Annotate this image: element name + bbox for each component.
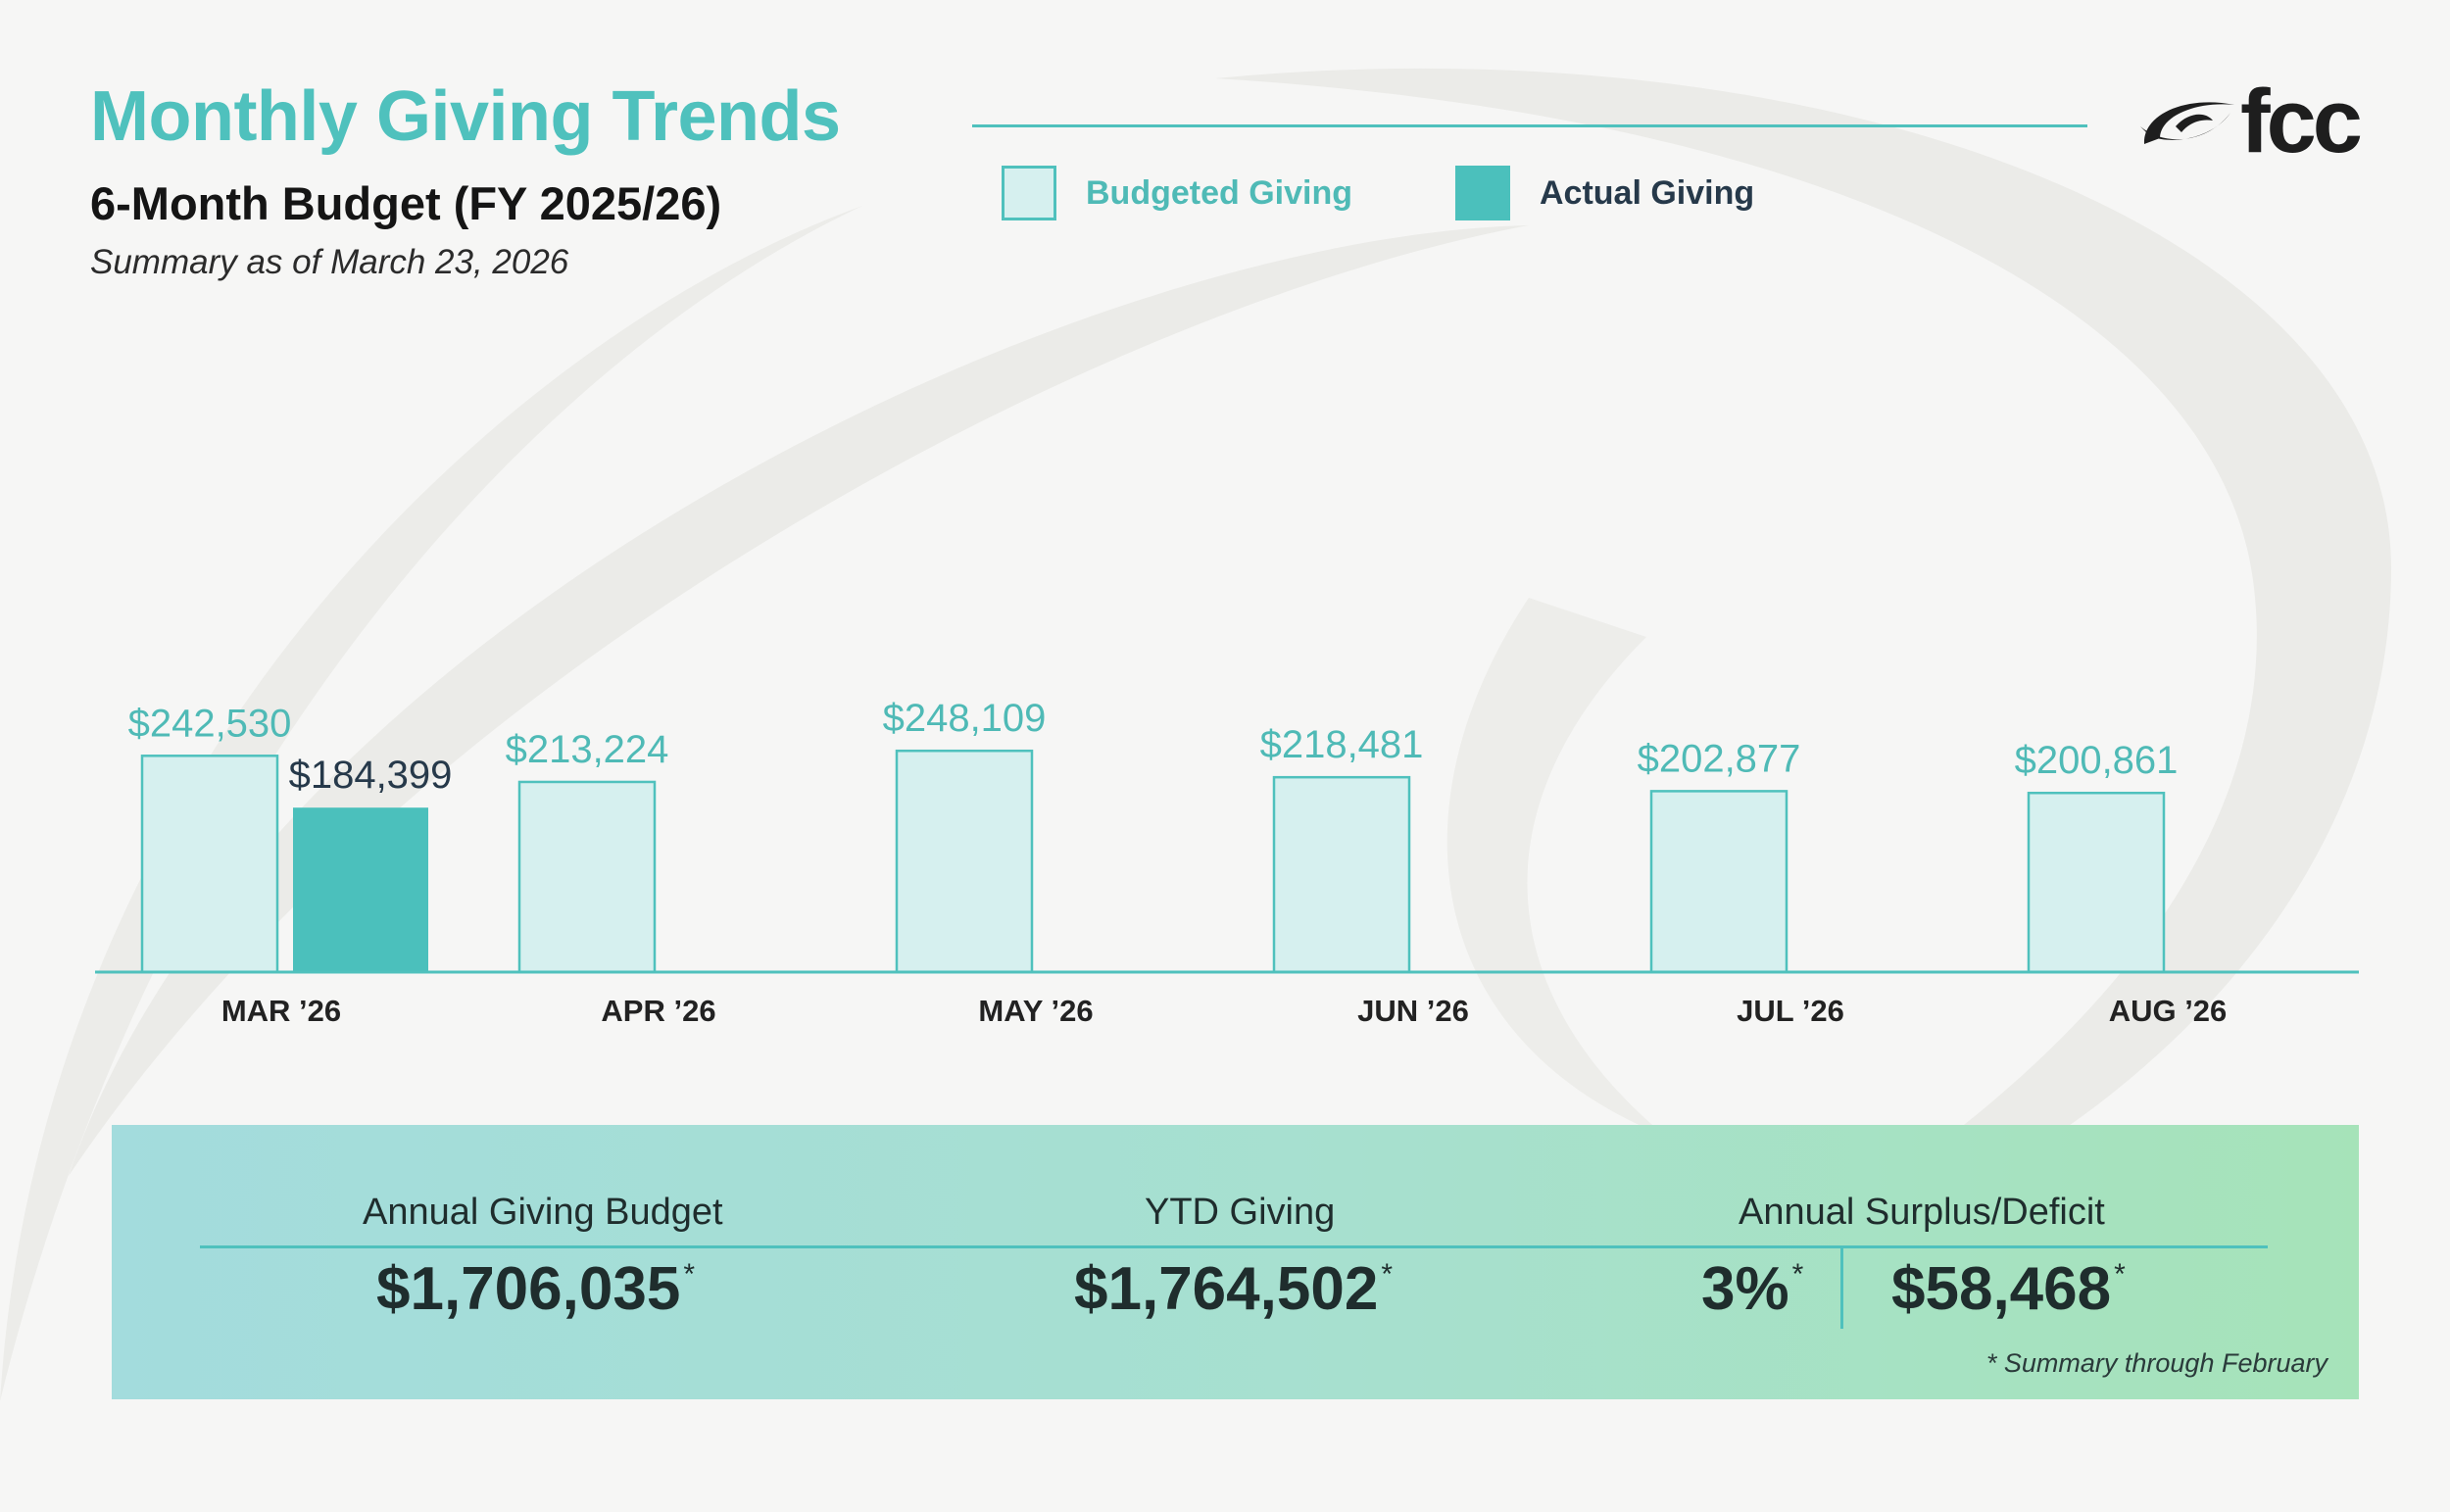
summary-vertical-divider	[1840, 1248, 1843, 1329]
legend-budgeted-giving: Budgeted Giving	[1002, 165, 1352, 221]
ytd-giving-label: YTD Giving	[1145, 1192, 1336, 1233]
budget-bar-label: $213,224	[506, 728, 669, 771]
surplus-percent-value: 3% *	[1701, 1254, 1803, 1324]
actual-bar-label: $184,399	[289, 754, 453, 797]
surplus-percent: 3%	[1701, 1255, 1789, 1323]
asterisk-marker: *	[683, 1258, 695, 1291]
budget-bar-label: $248,109	[883, 697, 1047, 740]
budget-bar	[517, 780, 657, 974]
ytd-giving-amount: $1,764,502	[1074, 1255, 1379, 1323]
ytd-giving-value: $1,764,502 *	[1074, 1254, 1393, 1324]
header-divider	[972, 124, 2087, 127]
giving-bar-chart: $242,530 $184,399 MAR ’26 $213,224 APR ’26 $2…	[95, 697, 2359, 1028]
asterisk-marker: *	[1791, 1258, 1804, 1291]
budget-bar-label: $202,877	[1638, 737, 1801, 780]
budget-bar	[895, 749, 1034, 974]
summary-panel: Annual Giving Budget YTD Giving Annual S…	[112, 1125, 2359, 1399]
annual-budget-label: Annual Giving Budget	[363, 1192, 723, 1233]
fcc-logo: fcc	[2136, 72, 2363, 171]
summary-date: Summary as of March 23, 2026	[90, 243, 569, 281]
budget-bar-label: $242,530	[128, 702, 292, 745]
annual-budget-amount: $1,706,035	[376, 1255, 681, 1323]
budget-bar-label: $200,861	[2015, 739, 2179, 782]
surplus-amount-value: $58,468 *	[1891, 1254, 2126, 1324]
legend-actual-swatch	[1455, 166, 1510, 220]
surplus-label: Annual Surplus/Deficit	[1739, 1192, 2105, 1233]
x-axis-tick-label: AUG ’26	[2109, 994, 2228, 1028]
summary-divider	[200, 1245, 2268, 1248]
budget-bar	[1272, 775, 1411, 974]
surplus-amount: $58,468	[1891, 1255, 2112, 1323]
page-subtitle: 6-Month Budget (FY 2025/26)	[90, 177, 722, 229]
budget-bar	[2027, 791, 2166, 974]
summary-footnote: * Summary through February	[1985, 1348, 2328, 1378]
annual-budget-value: $1,706,035 *	[376, 1254, 695, 1324]
budget-bar-label: $218,481	[1260, 723, 1424, 766]
x-axis-tick-label: MAY ’26	[978, 994, 1093, 1028]
logo-swoosh-icon	[2140, 102, 2234, 144]
page-title: Monthly Giving Trends	[90, 77, 841, 156]
budget-bar	[1649, 790, 1788, 974]
legend-budget-label: Budgeted Giving	[1086, 173, 1352, 212]
asterisk-marker: *	[1381, 1258, 1393, 1291]
x-axis-tick-label: MAR ’26	[221, 994, 341, 1028]
logo-text: fcc	[2240, 72, 2363, 171]
x-axis-tick-label: JUN ’26	[1357, 994, 1469, 1028]
x-axis-tick-label: APR ’26	[601, 994, 715, 1028]
budget-bar	[140, 755, 279, 974]
asterisk-marker: *	[2114, 1258, 2126, 1291]
actual-bar	[293, 807, 428, 972]
legend-budget-swatch	[1002, 166, 1056, 220]
x-axis-tick-label: JUL ’26	[1737, 994, 1844, 1028]
legend-actual-giving: Actual Giving	[1455, 165, 1754, 221]
legend-actual-label: Actual Giving	[1540, 173, 1755, 212]
